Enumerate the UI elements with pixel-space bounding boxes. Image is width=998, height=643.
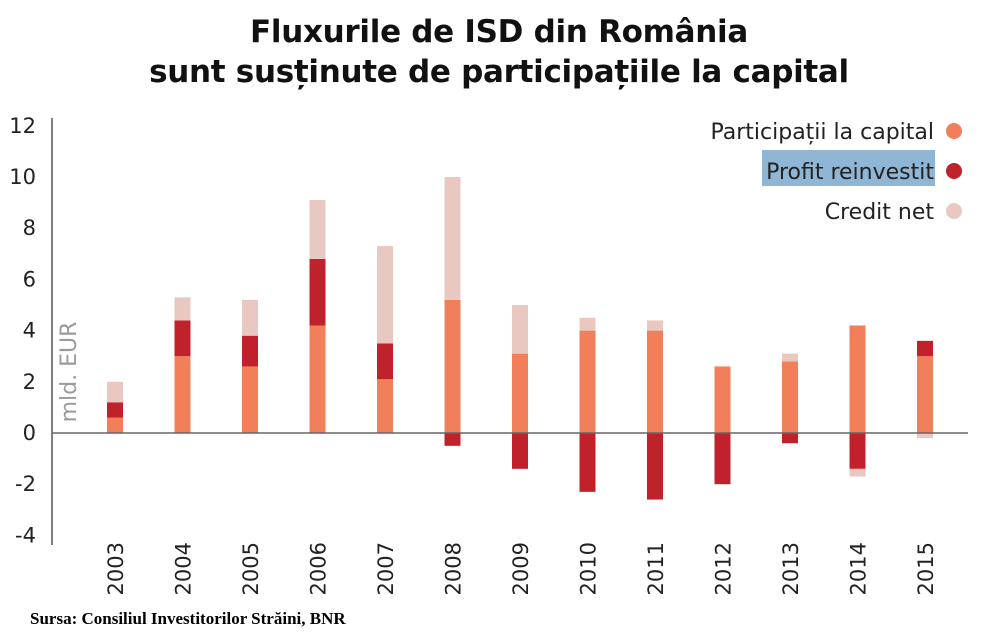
legend-label: Participații la capital <box>710 120 934 145</box>
bar-2003-series-1 <box>107 402 123 418</box>
bar-2014-series-0 <box>849 325 866 433</box>
bar-2010-series-2 <box>579 317 596 331</box>
legend-label: Credit net <box>825 200 935 225</box>
x-tick-label: 2005 <box>239 542 263 595</box>
x-tick-label: 2008 <box>442 542 466 595</box>
x-tick-label: 2006 <box>307 542 331 595</box>
bar-2014-series-1 <box>849 433 866 469</box>
x-tick-label: 2003 <box>104 542 128 595</box>
bar-2012-series-0 <box>714 366 731 433</box>
y-tick-label: 4 <box>23 319 36 343</box>
bar-2009-series-0 <box>512 353 528 433</box>
legend-marker <box>946 163 962 179</box>
x-tick-label: 2013 <box>779 542 803 595</box>
bar-2010-series-1 <box>579 433 596 492</box>
y-tick-label: 2 <box>23 370 36 394</box>
bar-2003-series-0 <box>107 417 123 433</box>
bar-2006-series-1 <box>309 258 326 326</box>
bar-2004-series-2 <box>174 297 191 321</box>
bar-2011-series-0 <box>647 330 663 433</box>
legend: Participații la capital Profit reinvestit… <box>710 120 962 225</box>
bar-2015-series-0 <box>917 356 933 433</box>
bar-2007-series-1 <box>377 343 393 380</box>
bar-2013-series-1 <box>782 433 798 444</box>
bar-2009-series-2 <box>512 305 528 354</box>
bar-2004-series-0 <box>174 356 191 433</box>
bar-2004-series-1 <box>174 320 191 357</box>
bar-2009-series-1 <box>512 433 528 469</box>
y-tick-labels: 12 10 8 6 4 2 0 -2 -4 <box>9 114 36 548</box>
bar-2008-series-1 <box>444 433 461 446</box>
y-tick-label: 8 <box>23 216 36 240</box>
y-tick-label: 10 <box>9 165 36 189</box>
x-tick-label: 2004 <box>172 542 196 595</box>
axes-layer <box>51 118 968 545</box>
legend-marker <box>946 123 962 139</box>
bar-2005-series-0 <box>242 366 258 433</box>
bars-layer <box>107 177 933 500</box>
y-tick-label: -2 <box>15 472 36 496</box>
chart-title-line-1: Fluxurile de ISD din România <box>250 14 748 50</box>
x-tick-label: 2014 <box>847 542 871 595</box>
bar-2008-series-0 <box>444 299 461 433</box>
x-tick-label: 2010 <box>577 542 601 595</box>
bar-2006-series-0 <box>309 325 326 433</box>
bar-2007-series-2 <box>377 246 393 344</box>
x-tick-label: 2007 <box>374 542 398 595</box>
x-tick-label: 2011 <box>644 542 668 595</box>
y-tick-label: -4 <box>15 523 36 547</box>
bar-2011-series-1 <box>647 433 663 500</box>
bar-2014-series-2 <box>849 468 866 477</box>
bar-2015-series-1 <box>917 340 933 357</box>
y-axis-label: mld. EUR <box>57 322 82 423</box>
x-tick-label: 2012 <box>712 542 736 595</box>
bar-2010-series-0 <box>579 330 596 433</box>
y-tick-label: 6 <box>23 267 36 291</box>
bar-2013-series-0 <box>782 361 798 433</box>
legend-label: Profit reinvestit <box>766 160 934 185</box>
legend-highlight <box>762 150 935 186</box>
bar-2006-series-2 <box>309 200 326 259</box>
bar-2011-series-2 <box>647 320 663 331</box>
y-tick-label: 0 <box>23 421 36 445</box>
bar-2015-series-2 <box>917 433 933 439</box>
legend-marker <box>946 203 962 219</box>
chart-title-line-2: sunt susținute de participațiile la capi… <box>149 54 849 90</box>
x-tick-label: 2009 <box>509 542 533 595</box>
source-note: Sursa: Consiliul Investitorilor Străini,… <box>30 609 346 628</box>
bar-2012-series-1 <box>714 433 731 485</box>
x-tick-labels: 2003 2004 2005 2006 2007 2008 2009 2010 2011 2012… <box>104 542 938 595</box>
bar-2007-series-0 <box>377 379 393 433</box>
bar-2003-series-2 <box>107 381 123 403</box>
bar-2008-series-2 <box>444 177 461 300</box>
bar-2005-series-1 <box>242 335 258 367</box>
y-tick-label: 12 <box>9 114 36 138</box>
bar-2005-series-2 <box>242 299 258 336</box>
x-tick-label: 2015 <box>914 542 938 595</box>
bar-2013-series-2 <box>782 353 798 362</box>
